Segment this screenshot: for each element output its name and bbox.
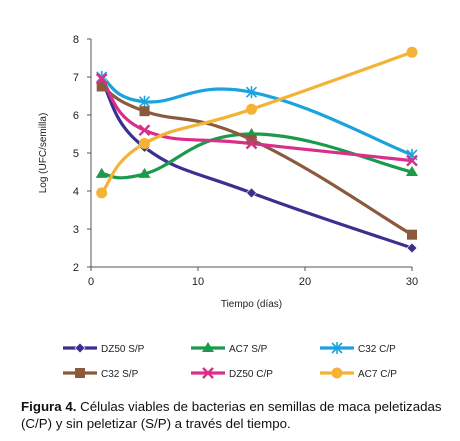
legend-marker: [75, 368, 85, 378]
legend-item: DZ50 C/P: [191, 367, 273, 380]
y-tick-label: 5: [73, 148, 79, 160]
y-tick-label: 4: [73, 186, 79, 198]
x-tick-label: 30: [406, 276, 418, 288]
data-point: [406, 242, 418, 254]
series-lines: [100, 50, 414, 250]
legend-marker: [202, 367, 214, 379]
data-point: [407, 229, 417, 240]
legend-marker: [331, 342, 343, 354]
data-point: [406, 166, 418, 176]
legend-label: C32 C/P: [358, 344, 396, 355]
data-point: [246, 187, 257, 199]
y-tick-label: 8: [73, 34, 79, 46]
y-tick-label: 6: [73, 110, 79, 122]
legend-label: DZ50 S/P: [101, 344, 145, 355]
data-point: [246, 103, 257, 115]
data-point: [138, 124, 151, 137]
series-line: [100, 79, 414, 250]
chart-legend: DZ50 S/P AC7 S/P C32 C/P C32 S/P DZ50 C/P AC7…: [63, 342, 397, 380]
series-line: [100, 77, 414, 163]
legend-label: C32 S/P: [101, 369, 139, 380]
legend-item: DZ50 S/P: [63, 342, 145, 355]
data-point: [96, 187, 108, 199]
y-tick-label: 2: [73, 262, 79, 274]
legend-marker: [202, 342, 214, 352]
data-point: [138, 95, 151, 108]
legend-item: AC7 S/P: [191, 342, 268, 355]
x-tick-label: 10: [192, 276, 204, 288]
x-tick-label: 20: [299, 276, 311, 288]
y-tick-label: 7: [73, 72, 79, 84]
legend-label: DZ50 C/P: [229, 369, 273, 380]
axis-ticks: 2 3 4 5 6 7 8 0 10 20 30: [73, 34, 418, 288]
x-axis-label: Tiempo (días): [221, 299, 282, 310]
data-point: [96, 71, 108, 83]
y-axis-label: Log (UFC/semilla): [38, 113, 49, 194]
data-point: [245, 137, 258, 150]
legend-item: AC7 C/P: [320, 367, 397, 380]
line-chart: 2 3 4 5 6 7 8 0 10 20 30 Log (UFC/semilla) Tiempo …: [38, 34, 418, 380]
caption-prefix: Figura 4.: [21, 399, 77, 414]
data-point: [406, 46, 418, 58]
y-tick-label: 3: [73, 224, 79, 236]
figure-caption: Figura 4. Células viables de bacterias e…: [21, 398, 451, 432]
legend-label: AC7 S/P: [229, 344, 268, 355]
data-point: [95, 73, 108, 85]
series-line: [100, 50, 414, 195]
x-tick-label: 0: [88, 276, 94, 288]
caption-text: Células viables de bacterias en semillas…: [21, 399, 442, 431]
data-point: [95, 167, 108, 178]
data-point: [139, 106, 150, 117]
data-point: [138, 167, 151, 178]
series-line: [100, 84, 414, 237]
data-point: [246, 134, 257, 145]
legend-marker: [331, 367, 343, 379]
data-point: [139, 138, 150, 149]
legend-marker: [74, 342, 86, 354]
data-point: [96, 81, 107, 92]
data-point: [406, 154, 418, 167]
series-markers: [95, 46, 418, 254]
data-point: [245, 86, 258, 99]
series-line: [100, 75, 414, 157]
legend-item: C32 C/P: [320, 342, 396, 355]
legend-label: AC7 C/P: [358, 369, 397, 380]
legend-item: C32 S/P: [63, 368, 139, 380]
